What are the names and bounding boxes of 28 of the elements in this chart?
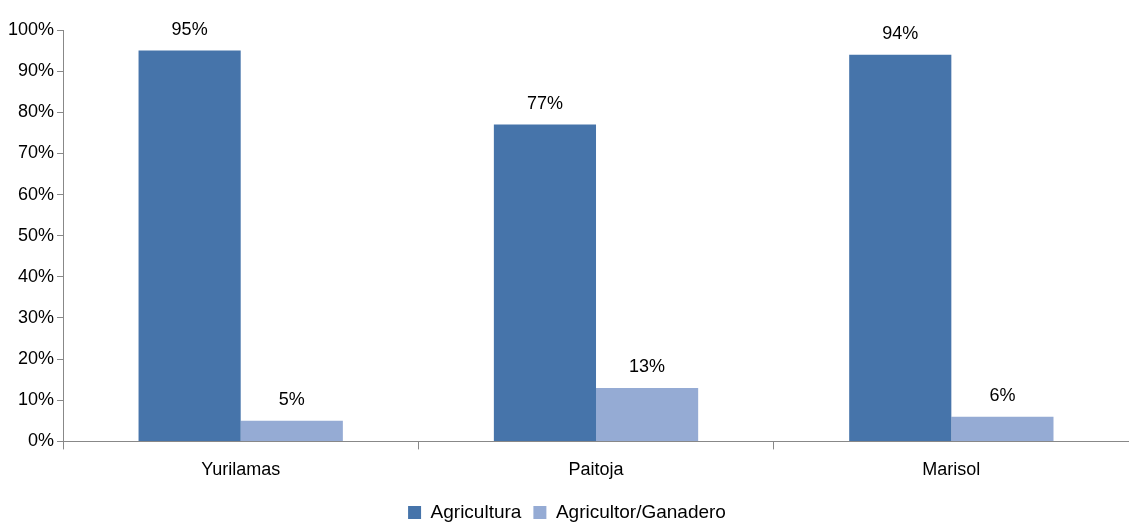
y-tick-label: 70% [18, 142, 55, 163]
y-tick-label: 40% [18, 265, 55, 286]
data-label: 6% [989, 384, 1016, 405]
bar [240, 420, 343, 441]
y-tick-label: 50% [18, 224, 55, 245]
data-label: 77% [526, 92, 563, 113]
data-label: 13% [629, 355, 666, 376]
bar [596, 387, 699, 441]
x-tick-label: Yurilamas [201, 459, 281, 480]
bar [138, 50, 241, 441]
y-tick-label: 90% [18, 60, 55, 81]
data-label: 95% [171, 18, 208, 39]
y-tick-label: 80% [18, 101, 55, 122]
bar [849, 54, 952, 441]
y-tick-label: 100% [7, 18, 55, 39]
x-tick-label: Paitoja [568, 459, 625, 480]
y-tick-label: 0% [28, 430, 55, 451]
y-tick-label: 10% [18, 389, 55, 410]
data-label: 94% [882, 22, 919, 43]
y-tick-label: 30% [18, 306, 55, 327]
bar [493, 124, 597, 441]
data-label: 5% [278, 388, 305, 409]
legend-label: Agricultor/Ganadero [555, 500, 726, 522]
x-tick-label: Marisol [922, 459, 981, 480]
y-tick-label: 60% [18, 183, 55, 204]
y-tick-label: 20% [18, 348, 55, 369]
legend-label: Agricultura [430, 500, 522, 522]
bar [951, 416, 1054, 441]
